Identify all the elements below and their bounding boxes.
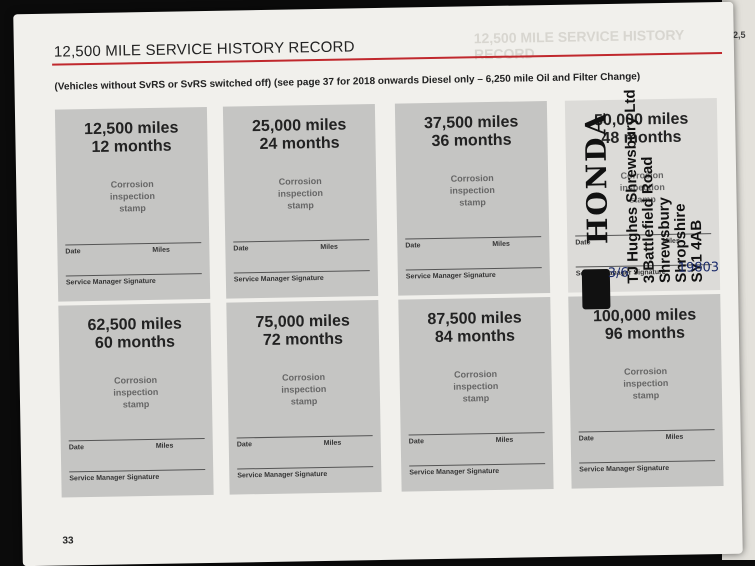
signature-line	[65, 273, 202, 277]
service-card: 87,500 miles 84 months Corrosion inspectio…	[398, 296, 554, 492]
service-card: 37,500 miles 36 months Corrosion inspectio…	[394, 101, 551, 296]
card-months: 12 months	[91, 137, 172, 156]
date-line	[233, 239, 370, 243]
service-card: 25,000 miles 24 months Corrosion inspectio…	[222, 104, 379, 299]
service-card: 62,500 miles 60 months Corrosion inspectio…	[58, 302, 214, 498]
service-card: 100,000 miles 96 months Corrosion inspecti…	[568, 294, 724, 489]
corrosion-stamp-label: Corrosion inspection stamp	[277, 175, 323, 211]
handwritten-date: 3/6	[607, 265, 629, 281]
date-label: Date	[408, 438, 425, 446]
dealer-address: TJ Hughes Shrewsbury Ltd 3 Battlefield R…	[621, 89, 707, 284]
corrosion-stamp-label: Corrosion inspection stamp	[453, 368, 499, 404]
miles-label: Miles	[495, 436, 514, 444]
signature-label: Service Manager Signature	[579, 464, 670, 474]
page-subtitle: (Vehicles without SvRS or SvRS switched …	[54, 71, 641, 93]
corrosion-stamp-label: Corrosion inspection stamp	[281, 371, 327, 407]
miles-label: Miles	[155, 442, 174, 450]
date-line	[405, 236, 542, 240]
service-card: 12,500 miles 12 months Corrosion inspectio…	[54, 106, 211, 302]
signature-line	[405, 267, 542, 271]
dealer-stamp: HONDA TJ Hughes Shrewsbury Ltd 3 Battlef…	[575, 82, 739, 310]
date-label: Date	[68, 444, 85, 452]
signature-line	[409, 463, 546, 467]
page-number: 33	[62, 535, 74, 547]
date-label: Date	[65, 248, 81, 256]
signature-line	[69, 469, 206, 473]
service-card: 75,000 miles 72 months Corrosion inspectio…	[226, 299, 382, 495]
date-label: Date	[405, 242, 421, 250]
date-line	[236, 435, 373, 439]
facing-page-text: 12,5	[728, 30, 746, 40]
signature-label: Service Manager Signature	[405, 271, 496, 281]
date-line	[65, 242, 202, 246]
date-line	[578, 429, 715, 433]
corrosion-stamp-label: Corrosion inspection stamp	[113, 374, 159, 410]
signature-line	[579, 460, 716, 464]
card-months: 96 months	[604, 324, 686, 344]
date-line	[68, 438, 205, 442]
signature-label: Service Manager Signature	[237, 470, 328, 480]
signature-label: Service Manager Signature	[233, 274, 324, 284]
card-months: 24 months	[259, 134, 340, 154]
date-label: Date	[233, 245, 249, 253]
signature-label: Service Manager Signature	[65, 277, 156, 287]
service-record-page: 12,500 MILE SERVICE HISTORY RECORD 12,50…	[13, 1, 743, 566]
corrosion-stamp-label: Corrosion inspection stamp	[449, 172, 495, 208]
honda-logo-text: HONDA	[579, 111, 615, 245]
corrosion-stamp-label: Corrosion inspection stamp	[109, 178, 156, 214]
honda-wing-icon	[581, 268, 611, 310]
miles-label: Miles	[320, 243, 338, 251]
date-label: Date	[236, 441, 253, 449]
page-title: 12,500 MILE SERVICE HISTORY RECORD	[53, 38, 355, 61]
signature-label: Service Manager Signature	[409, 467, 500, 477]
handwritten-miles: 19803	[677, 260, 720, 276]
miles-label: Miles	[492, 240, 510, 248]
card-months: 36 months	[431, 131, 512, 151]
corrosion-stamp-label: Corrosion inspection stamp	[623, 365, 669, 401]
signature-line	[237, 466, 374, 470]
card-months: 84 months	[434, 327, 516, 347]
card-months: 60 months	[94, 333, 176, 352]
date-label: Date	[578, 435, 594, 443]
miles-label: Miles	[323, 439, 342, 447]
service-card-grid: 12,500 miles 12 months Corrosion inspectio…	[13, 2, 733, 498]
signature-line	[233, 270, 370, 274]
card-months: 72 months	[262, 330, 344, 350]
miles-label: Miles	[152, 246, 170, 254]
date-line	[408, 432, 545, 436]
signature-label: Service Manager Signature	[69, 473, 160, 483]
miles-label: Miles	[665, 433, 684, 442]
